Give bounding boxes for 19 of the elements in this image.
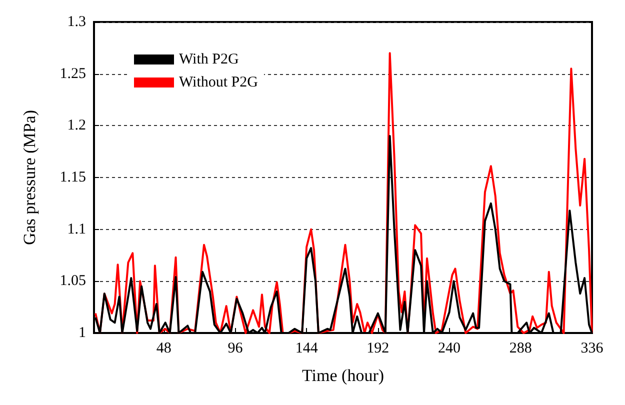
y-axis-title: Gas pressure (MPa) [20,110,39,246]
y-tick-label: 1.2 [67,118,86,134]
y-tick-label: 1.3 [67,14,86,30]
x-tick-label: 144 [295,340,318,356]
line-series [94,52,593,334]
y-tick-label: 1.25 [60,66,86,82]
legend-label: Without P2G [179,74,258,90]
x-axis-title: Time (hour) [302,366,384,385]
y-tick-label: 1.1 [67,221,86,238]
x-tick-label: 288 [509,340,532,356]
legend-label: With P2G [179,52,239,68]
y-tick-label: 1.05 [60,273,86,290]
x-tick-label: 192 [366,340,390,356]
x-tick-label: 336 [580,340,604,356]
x-tick-label: 240 [438,340,461,356]
x-tick-label: 48 [156,340,172,356]
y-tick-label: 1.15 [60,170,86,186]
x-tick-label: 96 [228,340,244,356]
y-tick-label: 1 [78,325,86,341]
